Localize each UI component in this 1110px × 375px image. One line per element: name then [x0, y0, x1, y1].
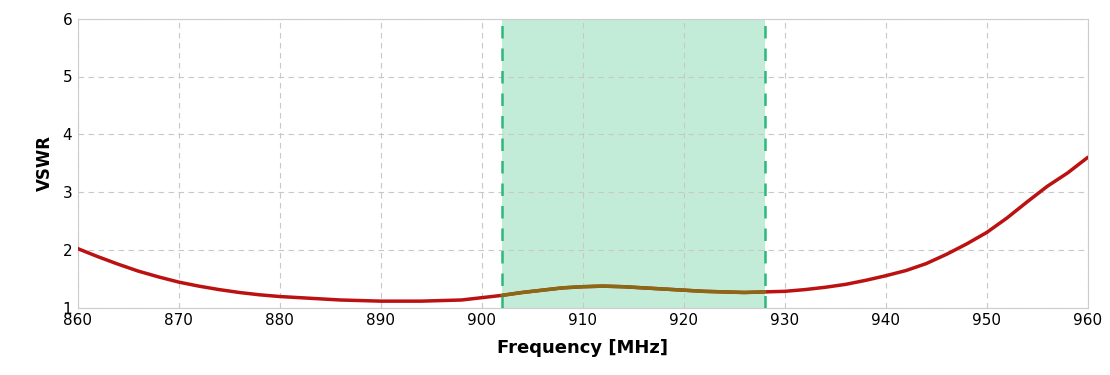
Y-axis label: VSWR: VSWR [36, 135, 54, 191]
X-axis label: Frequency [MHz]: Frequency [MHz] [497, 339, 668, 357]
Bar [502, 19, 765, 307]
